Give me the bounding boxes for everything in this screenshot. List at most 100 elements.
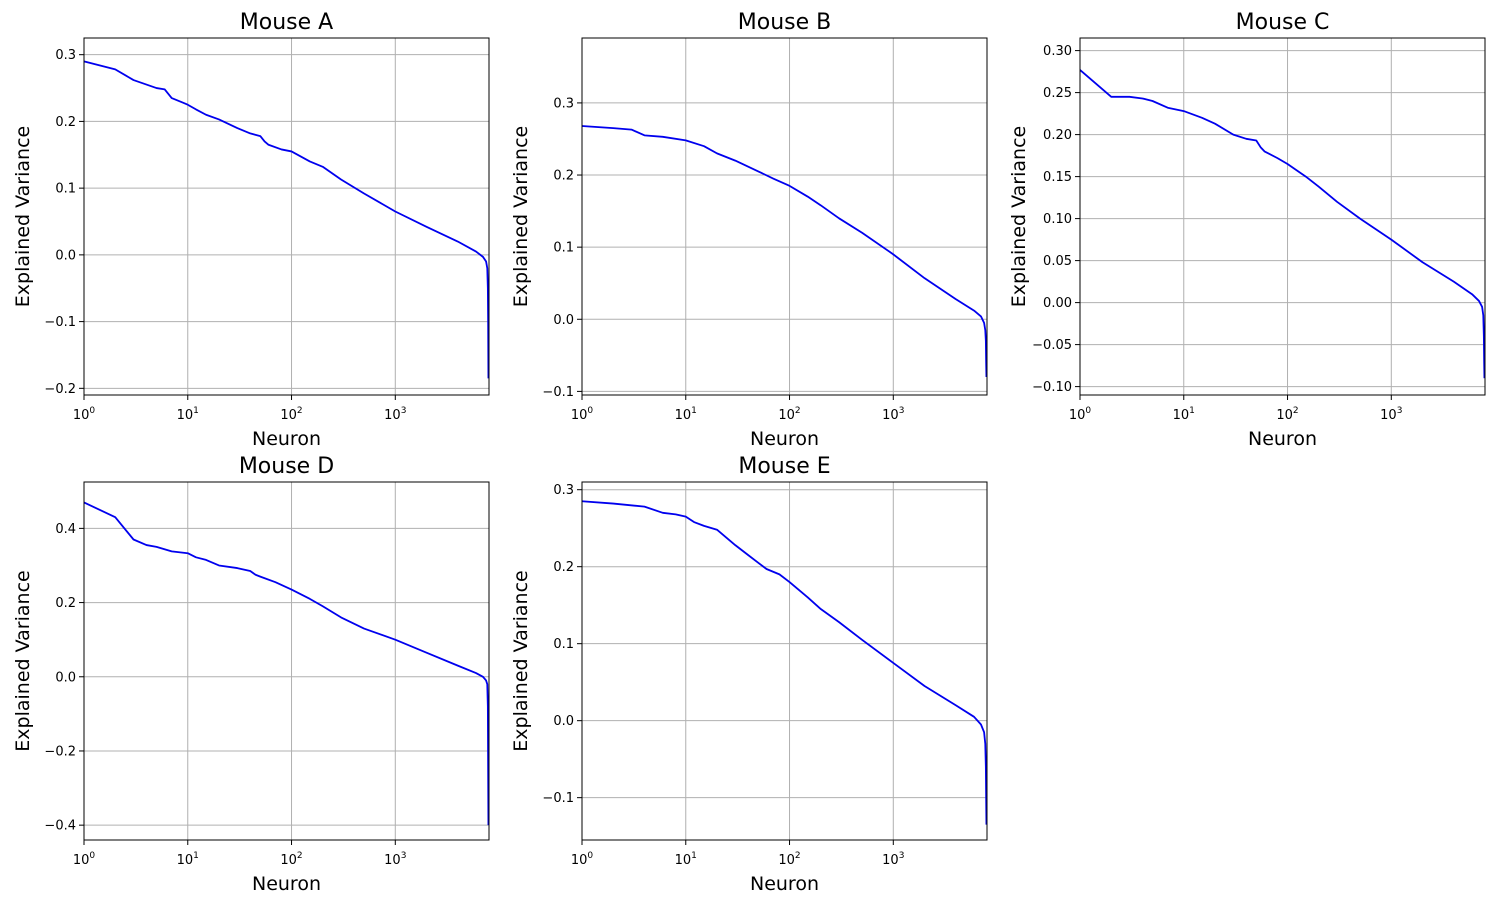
y-tick-label: 0.25 — [1043, 86, 1072, 101]
chart-title: Mouse E — [738, 454, 830, 479]
y-tick-label: 0.30 — [1043, 44, 1072, 59]
plot-frame — [581, 481, 988, 841]
y-tick-label: 0.00 — [1043, 296, 1072, 311]
x-axis-label: Neuron — [1248, 428, 1317, 450]
y-tick-label: 0.3 — [55, 48, 76, 63]
plot-frame — [83, 37, 490, 396]
y-tick-label: 0.1 — [553, 241, 574, 256]
y-tick-label: 0.0 — [553, 714, 574, 729]
x-axis-label: Neuron — [750, 428, 819, 450]
x-tick-label: 102 — [280, 406, 302, 423]
x-tick-label-base: 10 — [882, 853, 899, 868]
x-tick-label-base: 10 — [571, 408, 588, 423]
x-axis-label: Neuron — [252, 428, 321, 450]
y-tick-label: −0.1 — [542, 385, 574, 400]
plot-frame — [83, 481, 490, 841]
x-tick-label-base: 10 — [1380, 408, 1397, 423]
x-tick-label-exponent: 3 — [401, 406, 407, 416]
x-tick-label-base: 10 — [882, 408, 899, 423]
x-tick-label-base: 10 — [73, 408, 90, 423]
x-tick-label-base: 10 — [280, 853, 297, 868]
x-tick-label: 100 — [73, 851, 96, 868]
x-tick-label: 100 — [571, 406, 594, 423]
x-tick-label-exponent: 0 — [89, 406, 95, 416]
y-tick-label: 0.15 — [1043, 170, 1072, 185]
x-tick-label-base: 10 — [1173, 408, 1190, 423]
chart-panel-3: 100 101 102 103−0.10−0.050.000.050.100.150.… — [1008, 10, 1486, 450]
x-tick-label-exponent: 2 — [1293, 406, 1299, 416]
x-tick-label-base: 10 — [675, 408, 692, 423]
x-tick-label-exponent: 0 — [587, 406, 593, 416]
x-tick-label-exponent: 1 — [193, 851, 199, 861]
chart-title: Mouse A — [240, 10, 333, 35]
chart-title: Mouse B — [738, 10, 831, 35]
y-tick-label: 0.1 — [553, 637, 574, 652]
x-tick-label-base: 10 — [1276, 408, 1293, 423]
y-tick-label: 0.0 — [55, 248, 76, 263]
x-tick-label: 103 — [1380, 406, 1402, 423]
y-tick-label: −0.05 — [1032, 338, 1072, 353]
y-tick-label: −0.2 — [44, 744, 76, 759]
x-tick-label: 103 — [384, 851, 406, 868]
x-tick-label-base: 10 — [1069, 408, 1086, 423]
x-tick-label: 103 — [384, 406, 406, 423]
y-tick-label: 0.2 — [553, 169, 574, 184]
x-tick-label: 102 — [280, 851, 302, 868]
y-tick-label: −0.2 — [44, 382, 76, 397]
y-tick-label: 0.3 — [553, 96, 574, 111]
y-tick-label: 0.4 — [55, 522, 76, 537]
series-line — [1079, 69, 1486, 379]
chart-title: Mouse D — [239, 454, 334, 479]
y-tick-label: 0.3 — [553, 483, 574, 498]
x-tick-label-exponent: 3 — [899, 406, 905, 416]
y-tick-label: −0.4 — [44, 819, 76, 834]
y-axis-label: Explained Variance — [1008, 126, 1030, 307]
x-tick-label: 102 — [778, 851, 800, 868]
series-line — [581, 500, 988, 825]
x-tick-label-exponent: 0 — [89, 851, 95, 861]
x-tick-label-base: 10 — [280, 408, 297, 423]
x-tick-label: 100 — [571, 851, 594, 868]
x-tick-label: 100 — [73, 406, 96, 423]
x-tick-label-exponent: 0 — [1085, 406, 1091, 416]
series-line — [83, 60, 490, 379]
x-tick-label: 103 — [882, 406, 904, 423]
y-tick-label: −0.1 — [542, 791, 574, 806]
x-tick-label: 101 — [177, 851, 199, 868]
x-tick-label-base: 10 — [675, 853, 692, 868]
x-tick-label-exponent: 1 — [1189, 406, 1195, 416]
x-tick-label-base: 10 — [73, 853, 90, 868]
x-tick-label-exponent: 3 — [1397, 406, 1403, 416]
x-tick-label-exponent: 2 — [795, 851, 801, 861]
x-tick-label-exponent: 2 — [795, 406, 801, 416]
x-tick-label-base: 10 — [384, 408, 401, 423]
y-axis-label: Explained Variance — [510, 570, 532, 751]
x-tick-label-base: 10 — [177, 408, 194, 423]
x-tick-label-exponent: 1 — [691, 406, 697, 416]
y-tick-label: 0.2 — [55, 596, 76, 611]
x-tick-label-exponent: 2 — [297, 406, 303, 416]
x-tick-label-base: 10 — [778, 408, 795, 423]
x-tick-label-exponent: 3 — [899, 851, 905, 861]
y-axis-label: Explained Variance — [510, 126, 532, 307]
y-tick-label: 0.0 — [55, 670, 76, 685]
y-tick-label: −0.10 — [1032, 380, 1072, 395]
x-tick-label-exponent: 1 — [193, 406, 199, 416]
x-tick-label-exponent: 2 — [297, 851, 303, 861]
plot-frame — [581, 37, 988, 396]
x-axis-label: Neuron — [252, 873, 321, 895]
x-tick-label: 102 — [778, 406, 800, 423]
y-axis-label: Explained Variance — [12, 570, 34, 751]
chart-title: Mouse C — [1236, 10, 1330, 35]
plot-frame — [1079, 37, 1486, 396]
x-tick-label: 102 — [1276, 406, 1298, 423]
x-tick-label: 101 — [675, 851, 697, 868]
x-tick-label-base: 10 — [384, 853, 401, 868]
y-tick-label: 0.20 — [1043, 128, 1072, 143]
x-tick-label: 103 — [882, 851, 904, 868]
series-line — [83, 501, 490, 826]
